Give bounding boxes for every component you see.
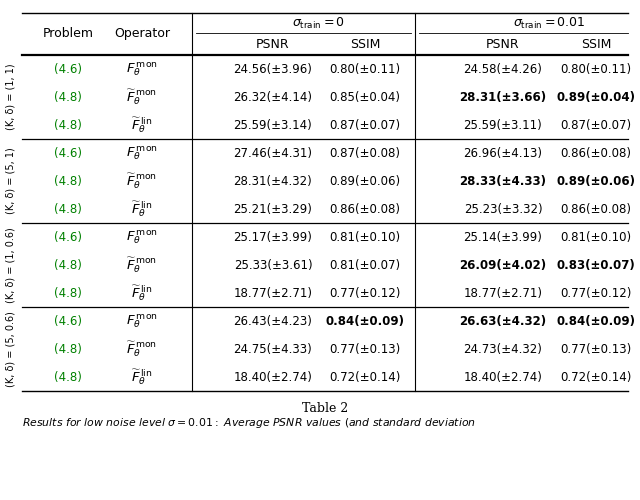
Text: 0.87(±0.08): 0.87(±0.08) xyxy=(330,146,401,160)
Text: SSIM: SSIM xyxy=(581,38,611,51)
Text: 24.58(±4.26): 24.58(±4.26) xyxy=(463,62,543,76)
Text: (4.8): (4.8) xyxy=(54,174,82,188)
Text: $\widetilde{F}_\theta^{\,\mathrm{lin}}$: $\widetilde{F}_\theta^{\,\mathrm{lin}}$ xyxy=(131,115,153,135)
Text: $\widetilde{F}_\theta^{\,\mathrm{mon}}$: $\widetilde{F}_\theta^{\,\mathrm{mon}}$ xyxy=(127,255,157,275)
Text: 0.87(±0.07): 0.87(±0.07) xyxy=(330,118,401,132)
Text: 25.33(±3.61): 25.33(±3.61) xyxy=(234,258,312,272)
Text: 27.46(±4.31): 27.46(±4.31) xyxy=(234,146,312,160)
Text: 18.77(±2.71): 18.77(±2.71) xyxy=(234,286,312,300)
Text: $\widetilde{F}_\theta^{\,\mathrm{lin}}$: $\widetilde{F}_\theta^{\,\mathrm{lin}}$ xyxy=(131,283,153,303)
Text: PSNR: PSNR xyxy=(486,38,520,51)
Text: (4.8): (4.8) xyxy=(54,342,82,355)
Text: (Κ, δ) = (1, 0.6): (Κ, δ) = (1, 0.6) xyxy=(6,227,16,303)
Text: 0.86(±0.08): 0.86(±0.08) xyxy=(561,202,632,215)
Text: $F_\theta^{\,\mathrm{mon}}$: $F_\theta^{\,\mathrm{mon}}$ xyxy=(126,60,158,78)
Text: $F_\theta^{\,\mathrm{mon}}$: $F_\theta^{\,\mathrm{mon}}$ xyxy=(126,144,158,162)
Text: $F_\theta^{\,\mathrm{mon}}$: $F_\theta^{\,\mathrm{mon}}$ xyxy=(126,228,158,246)
Text: 25.14(±3.99): 25.14(±3.99) xyxy=(463,230,543,243)
Text: $\mathit{Results\ for\ low\ noise\ level\ }$$\mathit{\sigma = 0.01}$$\mathit{:\ : $\mathit{Results\ for\ low\ noise\ level… xyxy=(22,416,476,430)
Text: $\sigma_{\mathrm{train}} = 0$: $\sigma_{\mathrm{train}} = 0$ xyxy=(292,16,346,30)
Text: $\widetilde{F}_\theta^{\,\mathrm{lin}}$: $\widetilde{F}_\theta^{\,\mathrm{lin}}$ xyxy=(131,199,153,219)
Text: Operator: Operator xyxy=(114,27,170,40)
Text: 18.40(±2.74): 18.40(±2.74) xyxy=(463,370,543,384)
Text: 0.77(±0.13): 0.77(±0.13) xyxy=(330,342,401,355)
Text: $\sigma_{\mathrm{train}} = 0.01$: $\sigma_{\mathrm{train}} = 0.01$ xyxy=(513,16,586,30)
Text: 25.21(±3.29): 25.21(±3.29) xyxy=(234,202,312,215)
Text: 18.77(±2.71): 18.77(±2.71) xyxy=(463,286,543,300)
Text: 26.09(±4.02): 26.09(±4.02) xyxy=(460,258,547,272)
Text: (4.6): (4.6) xyxy=(54,230,82,243)
Text: 0.86(±0.08): 0.86(±0.08) xyxy=(330,202,401,215)
Text: (Κ, δ) = (1, 1): (Κ, δ) = (1, 1) xyxy=(6,64,16,130)
Text: (4.8): (4.8) xyxy=(54,118,82,132)
Text: 28.33(±4.33): 28.33(±4.33) xyxy=(460,174,547,188)
Text: (4.8): (4.8) xyxy=(54,202,82,215)
Text: 0.89(±0.06): 0.89(±0.06) xyxy=(557,174,636,188)
Text: 26.32(±4.14): 26.32(±4.14) xyxy=(234,90,312,104)
Text: 26.63(±4.32): 26.63(±4.32) xyxy=(460,314,547,328)
Text: 18.40(±2.74): 18.40(±2.74) xyxy=(234,370,312,384)
Text: $\widetilde{F}_\theta^{\,\mathrm{mon}}$: $\widetilde{F}_\theta^{\,\mathrm{mon}}$ xyxy=(127,339,157,359)
Text: SSIM: SSIM xyxy=(350,38,380,51)
Text: 0.84(±0.09): 0.84(±0.09) xyxy=(557,314,636,328)
Text: $\widetilde{F}_\theta^{\,\mathrm{mon}}$: $\widetilde{F}_\theta^{\,\mathrm{mon}}$ xyxy=(127,171,157,191)
Text: 0.89(±0.06): 0.89(±0.06) xyxy=(330,174,401,188)
Text: (4.8): (4.8) xyxy=(54,90,82,104)
Text: 0.83(±0.07): 0.83(±0.07) xyxy=(557,258,636,272)
Text: 0.81(±0.10): 0.81(±0.10) xyxy=(561,230,632,243)
Text: PSNR: PSNR xyxy=(256,38,290,51)
Text: (4.6): (4.6) xyxy=(54,314,82,328)
Text: 28.31(±3.66): 28.31(±3.66) xyxy=(460,90,547,104)
Text: (Κ, δ) = (5, 1): (Κ, δ) = (5, 1) xyxy=(6,148,16,214)
Text: 25.23(±3.32): 25.23(±3.32) xyxy=(464,202,542,215)
Text: 0.86(±0.08): 0.86(±0.08) xyxy=(561,146,632,160)
Text: 0.77(±0.12): 0.77(±0.12) xyxy=(560,286,632,300)
Text: 26.96(±4.13): 26.96(±4.13) xyxy=(463,146,543,160)
Text: 0.77(±0.13): 0.77(±0.13) xyxy=(561,342,632,355)
Text: (4.8): (4.8) xyxy=(54,258,82,272)
Text: 0.87(±0.07): 0.87(±0.07) xyxy=(561,118,632,132)
Text: 0.72(±0.14): 0.72(±0.14) xyxy=(560,370,632,384)
Text: 0.84(±0.09): 0.84(±0.09) xyxy=(326,314,404,328)
Text: 25.59(±3.14): 25.59(±3.14) xyxy=(234,118,312,132)
Text: Table 2: Table 2 xyxy=(302,402,348,414)
Text: (4.8): (4.8) xyxy=(54,286,82,300)
Text: 25.59(±3.11): 25.59(±3.11) xyxy=(463,118,542,132)
Text: 0.81(±0.07): 0.81(±0.07) xyxy=(330,258,401,272)
Text: 25.17(±3.99): 25.17(±3.99) xyxy=(234,230,312,243)
Text: 0.80(±0.11): 0.80(±0.11) xyxy=(561,62,632,76)
Text: 0.72(±0.14): 0.72(±0.14) xyxy=(330,370,401,384)
Text: (4.6): (4.6) xyxy=(54,62,82,76)
Text: 0.81(±0.10): 0.81(±0.10) xyxy=(330,230,401,243)
Text: 0.89(±0.04): 0.89(±0.04) xyxy=(557,90,636,104)
Text: 0.80(±0.11): 0.80(±0.11) xyxy=(330,62,401,76)
Text: Problem: Problem xyxy=(42,27,93,40)
Text: 26.43(±4.23): 26.43(±4.23) xyxy=(234,314,312,328)
Text: 24.73(±4.32): 24.73(±4.32) xyxy=(463,342,543,355)
Text: 24.75(±4.33): 24.75(±4.33) xyxy=(234,342,312,355)
Text: $F_\theta^{\,\mathrm{mon}}$: $F_\theta^{\,\mathrm{mon}}$ xyxy=(126,312,158,330)
Text: (4.6): (4.6) xyxy=(54,146,82,160)
Text: 0.77(±0.12): 0.77(±0.12) xyxy=(330,286,401,300)
Text: $\widetilde{F}_\theta^{\,\mathrm{lin}}$: $\widetilde{F}_\theta^{\,\mathrm{lin}}$ xyxy=(131,367,153,387)
Text: (4.8): (4.8) xyxy=(54,370,82,384)
Text: $\widetilde{F}_\theta^{\,\mathrm{mon}}$: $\widetilde{F}_\theta^{\,\mathrm{mon}}$ xyxy=(127,87,157,107)
Text: 24.56(±3.96): 24.56(±3.96) xyxy=(234,62,312,76)
Text: 0.85(±0.04): 0.85(±0.04) xyxy=(330,90,401,104)
Text: (Κ, δ) = (5, 0.6): (Κ, δ) = (5, 0.6) xyxy=(6,311,16,387)
Text: 28.31(±4.32): 28.31(±4.32) xyxy=(234,174,312,188)
